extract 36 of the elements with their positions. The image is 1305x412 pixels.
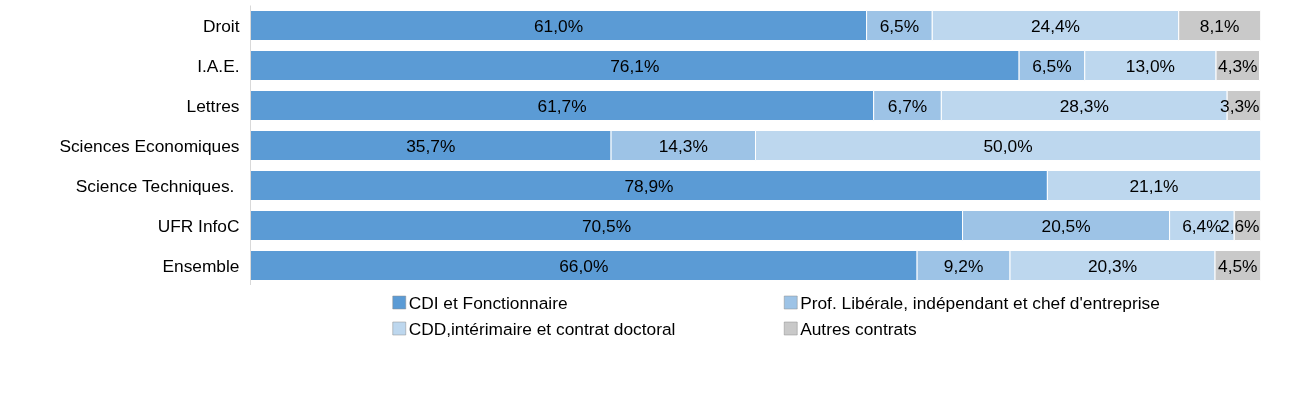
data-label: 3,3% xyxy=(1220,95,1260,116)
y-tick-label: Lettres xyxy=(186,95,240,116)
data-label: 28,3% xyxy=(1059,95,1109,116)
data-label: 78,9% xyxy=(624,175,674,196)
y-tick-label: Droit xyxy=(202,15,240,36)
data-label: 76,1% xyxy=(610,55,660,76)
y-tick-label: Ensemble xyxy=(162,255,240,276)
data-label: 20,5% xyxy=(1041,215,1091,236)
legend-label: Prof. Libérale, indépendant et chef d'entreprise xyxy=(800,292,1160,313)
data-label: 4,5% xyxy=(1218,255,1258,276)
data-label: 6,5% xyxy=(1032,55,1072,76)
data-label: 20,3% xyxy=(1087,255,1138,276)
data-label: 21,1% xyxy=(1129,175,1179,196)
legend-label: Autres contrats xyxy=(800,318,917,339)
data-label: 61,0% xyxy=(533,15,584,36)
legend-label: CDI et Fonctionnaire xyxy=(408,292,568,313)
data-label: 9,2% xyxy=(943,255,984,276)
y-tick-label: UFR InfoC xyxy=(157,215,240,236)
data-label: 35,7% xyxy=(406,135,456,156)
data-label: 24,4% xyxy=(1030,15,1081,36)
y-tick-label: Science Techniques. xyxy=(75,175,235,196)
legend-label: CDD,intérimaire et contrat doctoral xyxy=(408,318,676,339)
data-label: 4,3% xyxy=(1218,55,1258,76)
data-label: 61,7% xyxy=(537,95,587,116)
data-label: 6,5% xyxy=(879,15,920,36)
data-label: 66,0% xyxy=(559,255,609,276)
data-label: 14,3% xyxy=(658,135,708,156)
data-label: 50,0% xyxy=(983,135,1033,156)
y-tick-label: I.A.E. xyxy=(197,55,240,76)
data-label: 70,5% xyxy=(581,215,632,236)
data-label: 2,6% xyxy=(1220,215,1260,236)
y-tick-label: Sciences Economiques xyxy=(59,135,240,156)
data-label: 6,4% xyxy=(1182,215,1222,236)
data-label: 8,1% xyxy=(1199,15,1240,36)
data-label: 13,0% xyxy=(1125,55,1175,76)
data-label: 6,7% xyxy=(887,95,928,116)
